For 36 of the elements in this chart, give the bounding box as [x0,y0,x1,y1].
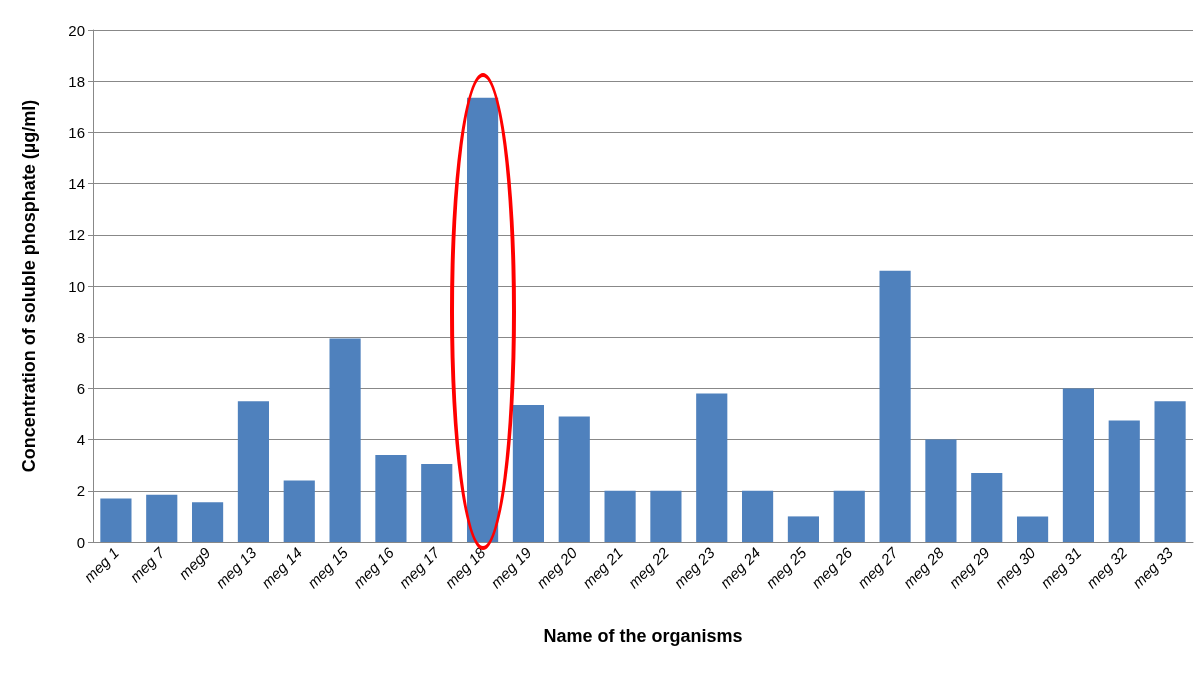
bar [100,498,132,542]
y-tick-label: 20 [68,21,85,39]
bar [879,270,911,542]
bar [1154,401,1186,542]
bar [833,490,865,542]
bar [1108,420,1140,542]
bar [787,516,819,542]
y-tick-label: 4 [76,431,85,449]
bar [375,454,407,542]
bar [604,490,636,542]
y-tick-label: 14 [68,175,85,193]
bar [192,502,224,542]
bar [1062,388,1094,542]
bar [512,405,544,542]
y-tick-label: 6 [76,379,85,397]
bar [146,494,178,542]
bar [696,393,728,542]
bar [558,416,590,542]
y-tick-label: 10 [68,277,85,295]
x-axis-title: Name of the organisms [543,626,743,646]
bar [650,490,682,542]
y-tick-label: 18 [68,72,85,90]
bar [421,463,453,542]
y-tick-label: 16 [68,123,85,141]
bar [1017,516,1049,542]
y-tick-label: 0 [76,533,85,551]
y-tick-label: 8 [76,328,85,346]
y-tick-label: 12 [68,226,85,244]
bar [971,472,1003,542]
bar [283,480,315,542]
bar [925,439,957,542]
y-tick-label: 2 [76,482,85,500]
bar [237,401,269,542]
y-axis-title: Concentration of soluble phosphate (µg/ml) [19,99,39,473]
bar [329,338,361,542]
bar [742,490,774,542]
